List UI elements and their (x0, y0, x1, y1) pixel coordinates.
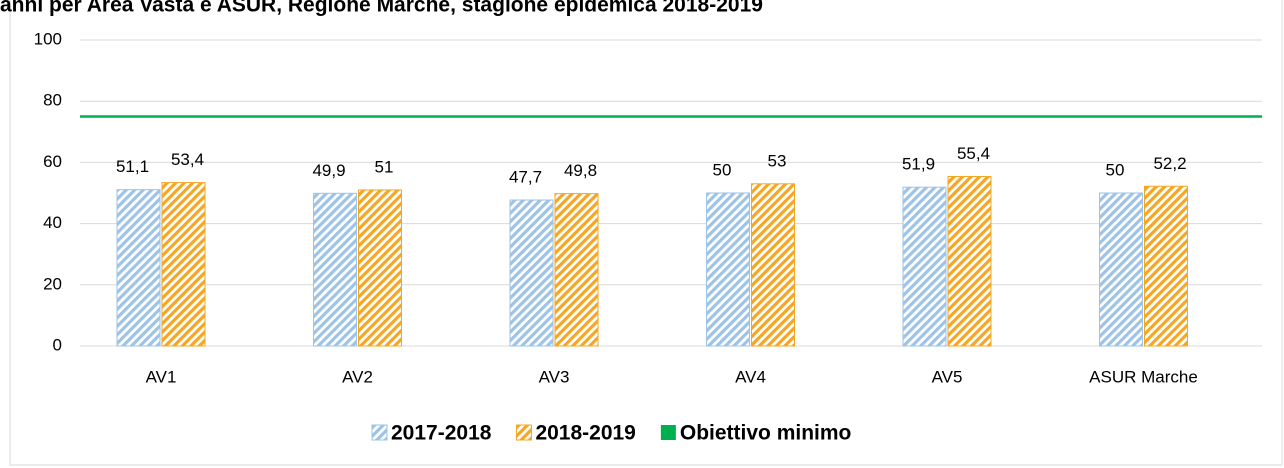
y-tick-label: 20 (43, 274, 62, 293)
data-label: 55,4 (957, 144, 990, 163)
legend-swatch (515, 424, 532, 441)
data-label: 52,2 (1153, 154, 1186, 173)
legend-swatch (660, 425, 676, 440)
chart-title: anni per Area Vasta e ASUR, Regione Marc… (0, 0, 763, 17)
bar (1144, 185, 1188, 347)
data-label: 51,1 (116, 157, 149, 176)
data-label: 53 (768, 151, 787, 170)
data-label: 47,7 (509, 168, 542, 187)
legend-label: 2018-2019 (535, 422, 635, 445)
legend-label: 2017-2018 (391, 422, 492, 445)
bar (902, 186, 947, 347)
x-tick-label: AV1 (146, 367, 177, 386)
data-label: 49,9 (312, 161, 345, 180)
x-tick-label: AV2 (342, 367, 373, 386)
bar (161, 182, 206, 347)
legend-swatch (371, 424, 388, 441)
y-tick-label: 80 (43, 91, 62, 110)
data-label: 51 (375, 157, 394, 176)
y-tick-label: 0 (53, 335, 62, 354)
x-tick-label: AV3 (539, 367, 570, 386)
bar (509, 199, 554, 347)
bar (358, 189, 402, 347)
y-tick-label: 60 (43, 152, 62, 171)
data-label: 49,8 (564, 161, 597, 180)
bar (706, 192, 750, 347)
bar (1099, 192, 1143, 347)
data-label: 53,4 (171, 150, 204, 169)
bar (313, 192, 357, 347)
data-label: 51,9 (902, 155, 935, 174)
legend-label: Obiettivo minimo (680, 422, 852, 445)
bar (751, 183, 795, 347)
bar (947, 175, 992, 347)
x-tick-label: AV5 (932, 367, 963, 386)
data-label: 50 (713, 160, 732, 179)
y-tick-label: 40 (43, 213, 62, 232)
data-label: 50 (1106, 160, 1125, 179)
bar (116, 189, 161, 347)
x-tick-label: AV4 (735, 367, 766, 386)
x-tick-label: ASUR Marche (1089, 367, 1198, 386)
bar (554, 193, 599, 347)
y-tick-label: 100 (34, 29, 62, 48)
chart-frame (9, 0, 1283, 466)
